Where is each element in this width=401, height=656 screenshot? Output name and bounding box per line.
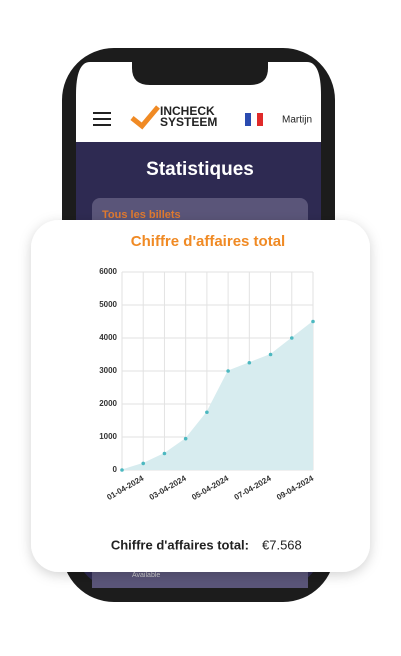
line [121,321,314,471]
page-title: Statistiques [146,159,254,180]
panel-title: Tous les billets [102,209,181,221]
point [205,410,209,415]
point [183,436,188,441]
y-tick-label: 1000 [99,432,117,441]
chart-title: Chiffre d'affaires total [131,233,285,250]
panel-footer: Available [132,572,160,579]
notch [132,50,268,85]
point [120,468,124,472]
y-tick-label: 3000 [99,366,117,375]
y-tick-label: 2000 [99,399,117,408]
point [226,369,230,373]
brand: INCHECK [160,104,215,118]
point [289,336,294,340]
logo-check [130,105,160,130]
chart-card [31,220,370,572]
summary-value: €7.568 [262,537,302,552]
point [268,352,273,357]
y-tick-label: 6000 [99,267,117,276]
point [311,319,315,324]
point [247,360,252,365]
user-name[interactable]: Martijn [282,115,312,126]
y-tick-label: 5000 [99,300,117,309]
menu-icon[interactable] [93,112,111,126]
y-tick-label: 4000 [99,333,117,342]
brand: SYSTEEM [160,115,217,129]
point [141,461,146,466]
area [122,321,313,470]
flag[interactable] [245,113,263,126]
y-tick-label: 0 [113,465,118,474]
summary-label: Chiffre d'affaires total: [111,537,249,552]
point [162,451,167,456]
